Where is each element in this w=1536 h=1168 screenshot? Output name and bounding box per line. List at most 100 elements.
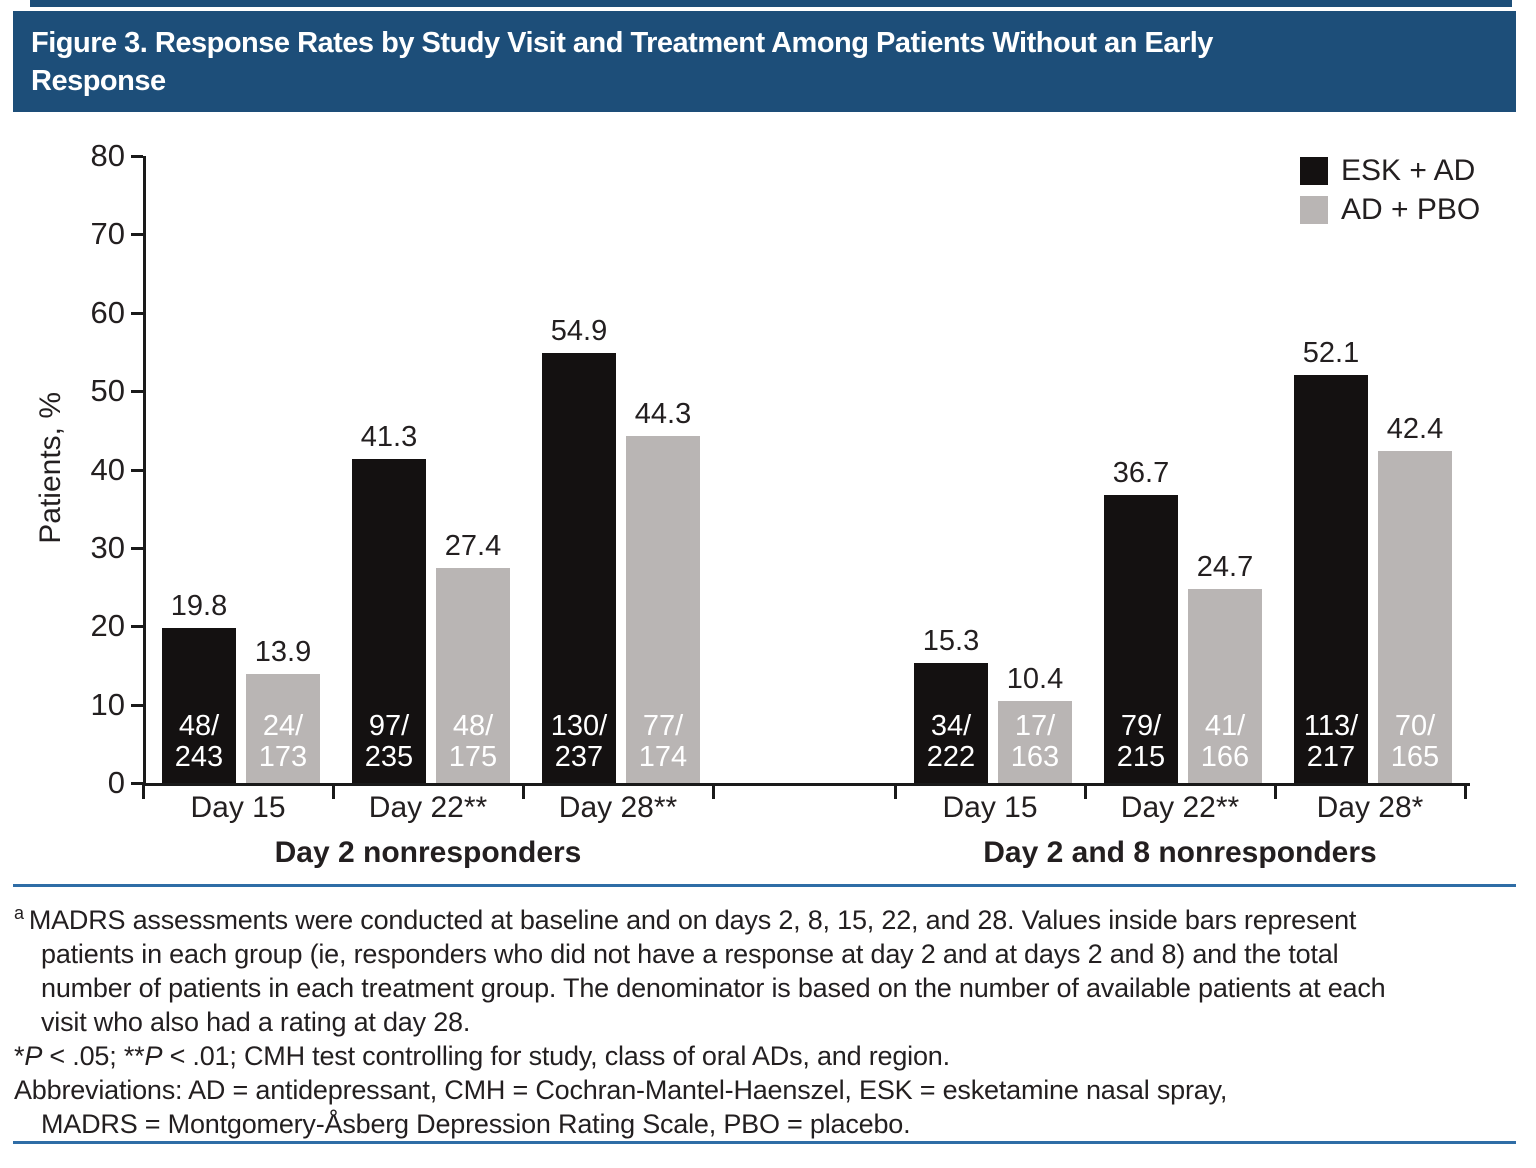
bar-fraction-line: 243	[174, 741, 224, 773]
stats-note-segment: P	[144, 1041, 163, 1071]
bar-fraction: 70/165	[1366, 711, 1464, 773]
bar-fraction-line: 130/	[550, 710, 608, 742]
bar-fraction-line: 217	[1306, 741, 1356, 773]
bar	[162, 627, 236, 783]
bar	[914, 663, 988, 783]
y-tick-label: 50	[90, 373, 125, 409]
bar-value-label: 15.3	[922, 625, 980, 658]
figure-title-bar: Figure 3. Response Rates by Study Visit …	[13, 11, 1516, 112]
footnote-separator-rule	[13, 884, 1516, 887]
bar-fraction: 97/235	[340, 711, 438, 773]
bar-fraction: 48/175	[424, 711, 522, 773]
bar	[352, 459, 426, 783]
y-tick	[131, 625, 143, 629]
bar-fraction-line: 175	[448, 741, 498, 773]
bar-fraction: 130/237	[530, 711, 628, 773]
bottom-rule	[13, 1141, 1516, 1144]
stats-note-segment: < .05; **	[42, 1041, 145, 1071]
bar	[1378, 450, 1452, 783]
y-tick	[131, 390, 143, 394]
bar-fraction: 113/217	[1282, 711, 1380, 773]
y-tick-label: 0	[107, 765, 125, 800]
bar-value-label: 27.4	[444, 530, 502, 563]
group-label: Day 2 and 8 nonresponders	[983, 836, 1377, 869]
x-tick	[1084, 783, 1087, 799]
y-tick	[131, 233, 143, 237]
bar-fraction-line: 79/	[1120, 710, 1162, 742]
bar-fraction-line: 24/	[262, 710, 304, 742]
x-tick	[142, 783, 145, 799]
y-tick-label: 80	[90, 138, 125, 173]
footnote-a-line-3: number of patients in each treatment gro…	[41, 973, 1386, 1003]
bar-fraction-line: 70/	[1394, 710, 1436, 742]
bar-fraction-line: 113/	[1303, 710, 1359, 742]
x-tick	[332, 783, 335, 799]
x-tick-label: Day 28**	[558, 791, 678, 824]
legend-label-ad-pbo: AD + PBO	[1341, 193, 1481, 226]
bar	[1188, 589, 1262, 783]
bar-fraction-line: 41/	[1204, 710, 1246, 742]
bar-fraction-line: 235	[364, 741, 414, 773]
bar-fraction: 48/243	[150, 711, 248, 773]
footnote-a-line-1: a MADRS assessments were conducted at bas…	[14, 896, 1522, 937]
x-tick	[1274, 783, 1277, 799]
bar-fraction-line: 48/	[178, 710, 220, 742]
stats-note-segment: < .01; CMH test controlling for study, c…	[162, 1041, 951, 1071]
y-tick-label: 40	[90, 451, 125, 487]
x-tick	[522, 783, 525, 799]
bar-fraction-line: 97/	[368, 710, 410, 742]
x-tick-label: Day 15	[190, 791, 286, 824]
y-tick-label: 30	[90, 529, 125, 565]
bar-fraction: 17/163	[986, 711, 1084, 773]
bar-fraction-line: 166	[1200, 741, 1250, 773]
y-tick	[131, 703, 143, 707]
stats-note-segment: *	[14, 1041, 25, 1071]
x-tick	[712, 783, 715, 799]
bar-value-label: 24.7	[1196, 551, 1254, 584]
footnote-a-line-2: patients in each group (ie, responders w…	[41, 939, 1339, 969]
bar-fraction: 34/222	[902, 711, 1000, 773]
bar-value-label: 10.4	[1006, 663, 1064, 696]
bar-fraction-line: 222	[926, 741, 976, 773]
bar	[542, 352, 616, 783]
x-tick-label: Day 28*	[1316, 791, 1424, 824]
figure-title-line-1: Figure 3. Response Rates by Study Visit …	[31, 27, 1213, 59]
footnotes: a MADRS assessments were conducted at bas…	[14, 896, 1522, 1141]
group-label: Day 2 nonresponders	[274, 836, 582, 869]
stats-note-segment: P	[24, 1041, 43, 1071]
y-tick	[131, 546, 143, 550]
y-tick	[131, 311, 143, 315]
footnote-a-marker: a	[14, 903, 24, 923]
y-tick-label: 10	[90, 686, 125, 722]
legend-item-esk-ad: ESK + AD	[1300, 154, 1480, 187]
bar-fraction-line: 174	[638, 741, 688, 773]
abbreviations-line-1: Abbreviations: AD = antidepressant, CMH …	[14, 1075, 1228, 1105]
bar-fraction: 24/173	[234, 711, 332, 773]
legend-swatch-ad-pbo	[1300, 196, 1328, 224]
bar-value-label: 41.3	[360, 421, 418, 454]
x-tick-label: Day 15	[942, 791, 1038, 824]
bar-fraction-line: 163	[1010, 741, 1060, 773]
bar-fraction-line: 237	[554, 741, 604, 773]
bar	[246, 674, 320, 783]
x-tick	[1464, 783, 1467, 799]
bar-fraction-line: 165	[1390, 741, 1440, 773]
bar-fraction: 79/215	[1092, 711, 1190, 773]
stats-note: *P < .05; **P < .01; CMH test controllin…	[14, 1039, 1522, 1073]
bar-value-label: 54.9	[550, 314, 608, 347]
bar	[1294, 374, 1368, 783]
bar-value-label: 36.7	[1112, 457, 1170, 490]
bar	[998, 701, 1072, 783]
x-tick	[894, 783, 897, 799]
x-axis	[143, 783, 1470, 786]
bar-fraction-line: 77/	[642, 710, 684, 742]
y-tick	[131, 782, 143, 785]
bar-fraction-line: 48/	[452, 710, 494, 742]
legend-item-ad-pbo: AD + PBO	[1300, 193, 1481, 226]
bar	[1104, 495, 1178, 783]
legend-swatch-esk-ad	[1300, 157, 1328, 185]
top-rule	[30, 0, 1512, 7]
figure-title-line-2: Response	[31, 65, 166, 97]
bar-value-label: 19.8	[170, 589, 228, 622]
bar-value-label: 13.9	[254, 636, 312, 669]
